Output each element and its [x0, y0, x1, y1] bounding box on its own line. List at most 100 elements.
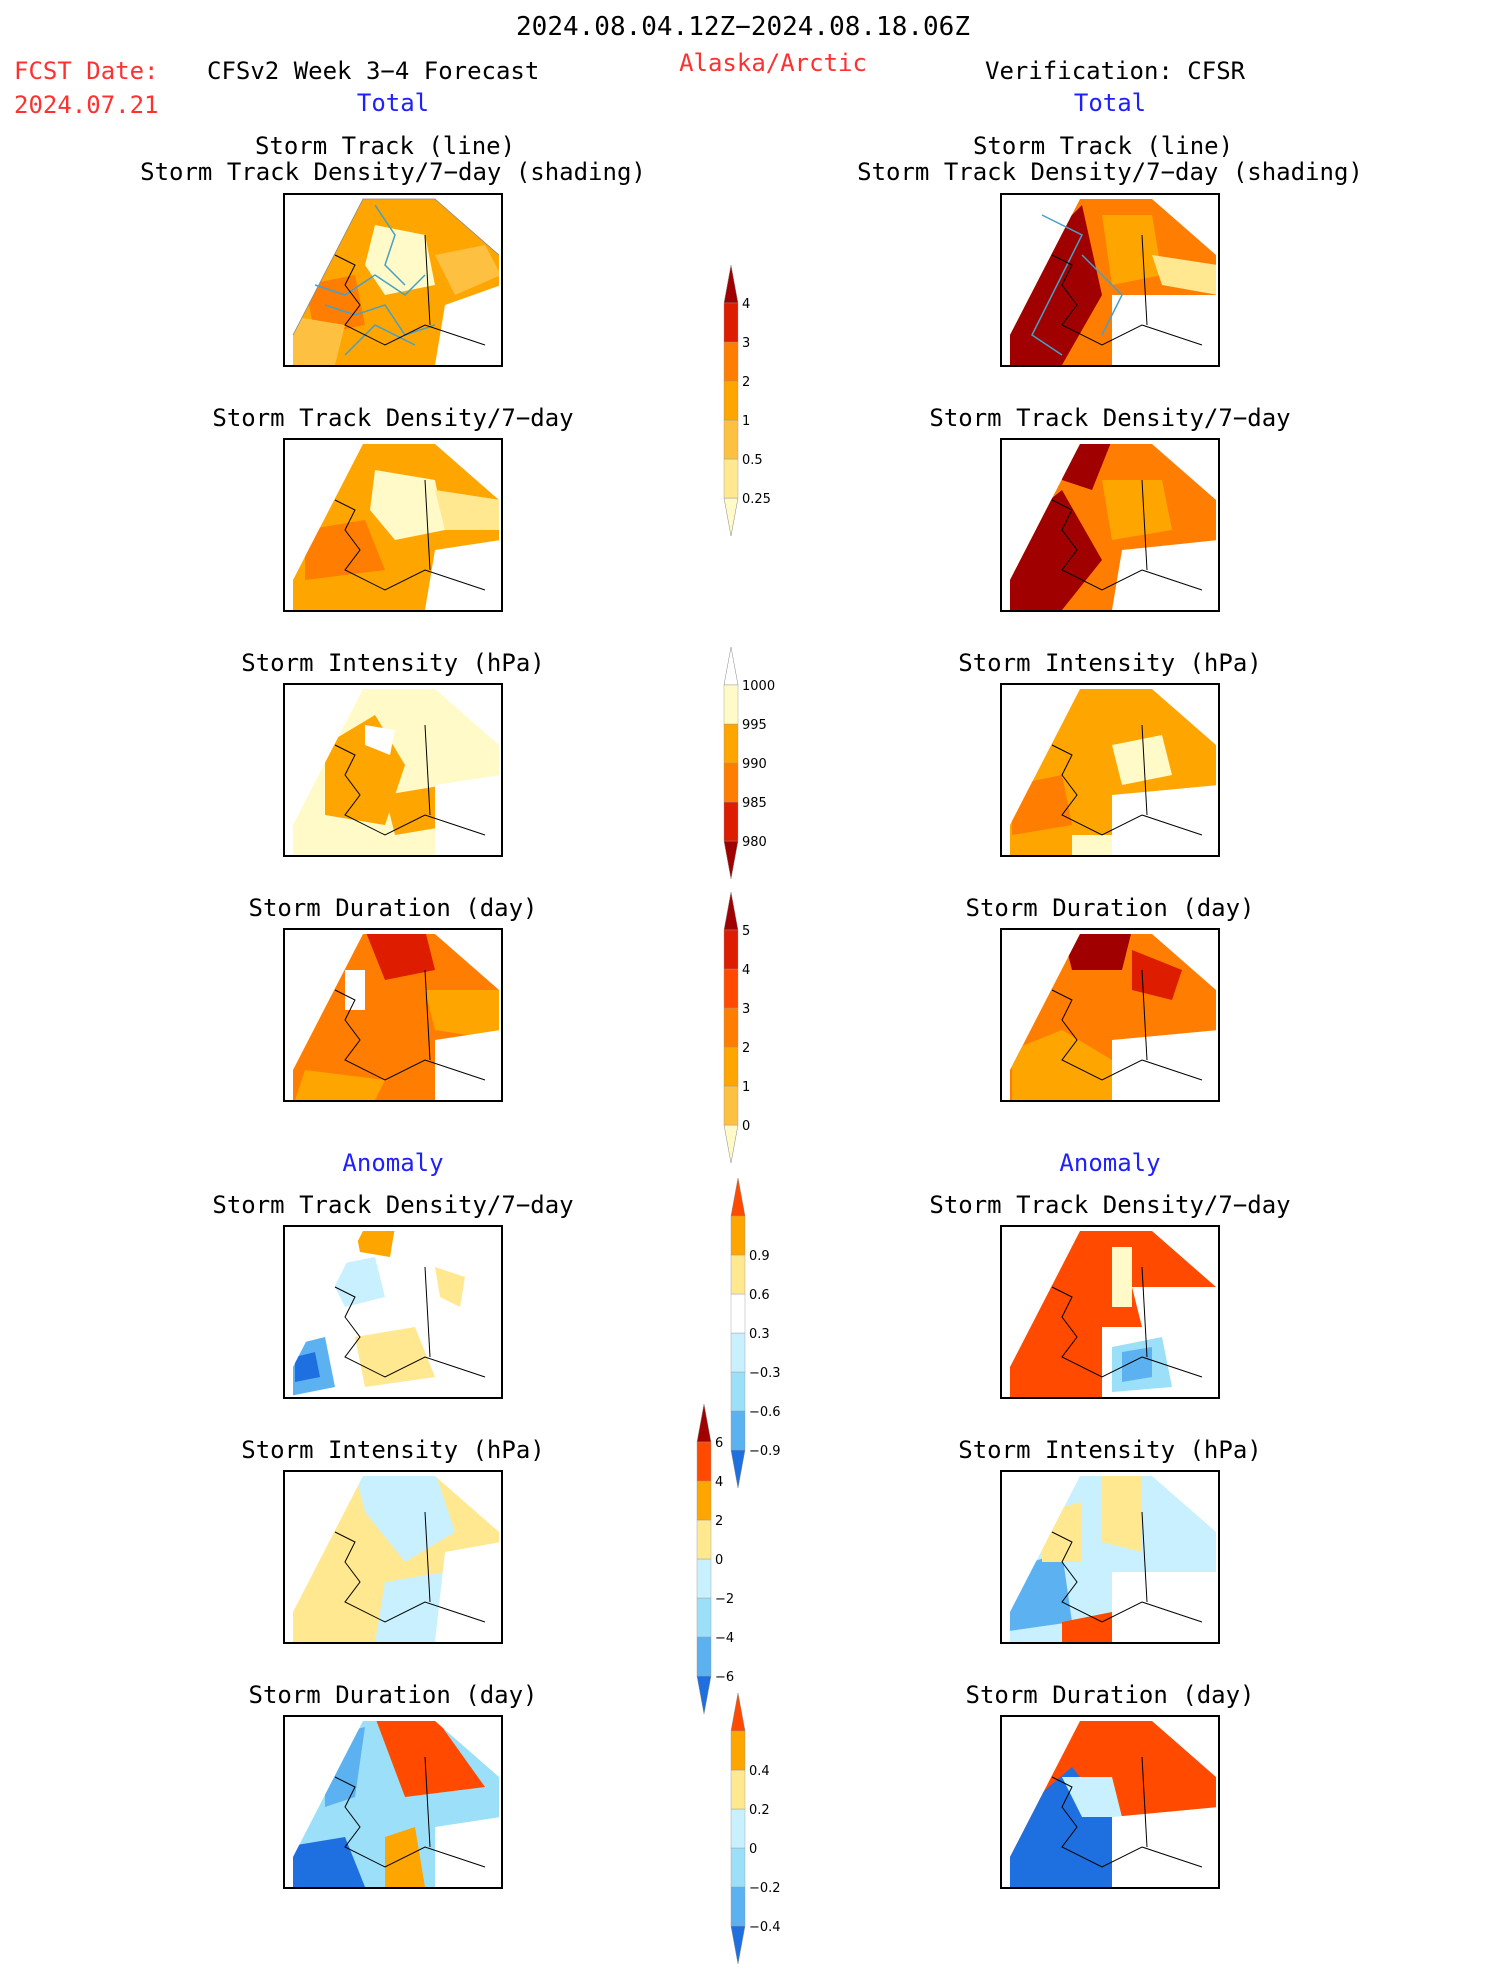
title-fcst-duration: Storm Duration (day)	[248, 894, 538, 922]
colorbar-segment	[723, 762, 739, 803]
colorbar-tick-label: 3	[742, 336, 750, 351]
colorbar-segment	[723, 1007, 739, 1048]
colorbar-segment	[696, 1441, 712, 1482]
colorbar-segment	[696, 1636, 712, 1677]
title-verif-density: Storm Track Density/7−day	[929, 404, 1291, 432]
title-fcst-anom-density: Storm Track Density/7−day	[212, 1191, 574, 1219]
colorbar-anomaly-duration: −0.4 −0.2 0 0.2 0.4	[730, 1692, 801, 1968]
map-fcst-anom-intensity	[283, 1470, 503, 1644]
colorbar-segment	[730, 1808, 746, 1849]
colorbar-svg: −6 −4 −2 0 2 4 6	[696, 1403, 734, 1715]
colorbar-segment	[723, 302, 739, 343]
anomaly-label-left: Anomaly	[342, 1149, 444, 1177]
colorbar-tick-label: 0.6	[749, 1288, 770, 1303]
colorbar-total-density: 0.25 0.5 1 2 3 4	[723, 264, 794, 540]
map-fcst-intensity	[283, 683, 503, 857]
colorbar-svg: 980 985 990 995 1000	[723, 646, 775, 880]
colorbar-total-duration: 0 1 2 3 4 5	[723, 891, 794, 1167]
colorbar-segment	[696, 1597, 712, 1638]
map-verif-anom-duration	[1000, 1715, 1220, 1889]
total-label-right: Total	[1073, 89, 1147, 117]
colorbar-svg: −0.9 −0.6 −0.3 0.3 0.6 0.9	[730, 1177, 781, 1489]
title-verif-duration: Storm Duration (day)	[965, 894, 1255, 922]
colorbar-segment	[730, 1254, 746, 1295]
fcst-date-value: 2024.07.21	[14, 91, 159, 119]
colorbar-end-low	[696, 1675, 712, 1715]
map-verif-track	[1000, 193, 1220, 367]
colorbar-segment	[730, 1332, 746, 1373]
colorbar-segment	[723, 1046, 739, 1087]
colorbar-tick-label: 0.2	[749, 1803, 770, 1818]
colorbar-segment	[723, 968, 739, 1009]
colorbar-tick-label: 1	[742, 1080, 750, 1095]
map-verif-anom-density	[1000, 1225, 1220, 1399]
colorbar-segment	[723, 723, 739, 764]
colorbar-tick-label: 5	[742, 924, 750, 939]
colorbar-segment	[696, 1558, 712, 1599]
colorbar-tick-label: 0	[742, 1119, 750, 1134]
colorbar-tick-label: 0	[715, 1553, 723, 1568]
colorbar-segment	[723, 929, 739, 970]
colorbar-segment	[723, 380, 739, 421]
colorbar-tick-label: −0.6	[749, 1405, 781, 1420]
colorbar-segment	[723, 341, 739, 382]
map-verif-anom-intensity	[1000, 1470, 1220, 1644]
colorbar-segment	[696, 1480, 712, 1521]
title-verif-intensity: Storm Intensity (hPa)	[958, 649, 1262, 677]
colorbar-segment	[723, 684, 739, 725]
colorbar-segment	[730, 1730, 746, 1771]
colorbar-segment	[730, 1215, 746, 1256]
colorbar-tick-label: −4	[715, 1631, 734, 1646]
colorbar-anomaly-intensity: −6 −4 −2 0 2 4 6	[696, 1403, 767, 1718]
colorbar-tick-label: −0.3	[749, 1366, 781, 1381]
colorbar-tick-label: 4	[742, 963, 750, 978]
colorbar-segment	[723, 1085, 739, 1126]
colorbar-segment	[730, 1769, 746, 1810]
colorbar-end-high	[723, 646, 739, 686]
colorbar-segment	[723, 458, 739, 499]
colorbar-tick-label: 0.9	[749, 1249, 770, 1264]
colorbar-end-low	[723, 1124, 739, 1164]
colorbar-tick-label: 2	[715, 1514, 723, 1529]
map-fcst-duration	[283, 928, 503, 1102]
colorbar-segment	[696, 1519, 712, 1560]
fcst-date-label: FCST Date:	[14, 57, 159, 85]
colorbar-end-high	[723, 264, 739, 304]
title-verif-anom-intensity: Storm Intensity (hPa)	[958, 1436, 1262, 1464]
colorbar-end-high	[730, 1692, 746, 1732]
colorbar-tick-label: −2	[715, 1592, 734, 1607]
title-fcst-density: Storm Track Density/7−day	[212, 404, 574, 432]
colorbar-tick-label: 980	[742, 835, 767, 850]
colorbar-svg: −0.4 −0.2 0 0.2 0.4	[730, 1692, 781, 1965]
colorbar-total-intensity: 980 985 990 995 1000	[723, 646, 794, 883]
title-fcst-anom-intensity: Storm Intensity (hPa)	[241, 1436, 545, 1464]
title-fcst-intensity: Storm Intensity (hPa)	[241, 649, 545, 677]
model-title: CFSv2 Week 3−4 Forecast	[207, 57, 540, 85]
verification-title: Verification: CFSR	[985, 57, 1246, 85]
colorbar-segment	[730, 1847, 746, 1888]
colorbar-tick-label: 985	[742, 796, 767, 811]
colorbar-tick-label: 4	[742, 297, 750, 312]
colorbar-svg: 0.25 0.5 1 2 3 4	[723, 264, 771, 537]
colorbar-end-low	[723, 497, 739, 537]
anomaly-label-right: Anomaly	[1059, 1149, 1161, 1177]
colorbar-end-low	[730, 1925, 746, 1965]
colorbar-end-low	[723, 840, 739, 880]
colorbar-tick-label: 0.4	[749, 1764, 770, 1779]
colorbar-anomaly-density: −0.9 −0.6 −0.3 0.3 0.6 0.9	[730, 1177, 801, 1492]
map-fcst-anom-density	[283, 1225, 503, 1399]
title-fcst-anom-duration: Storm Duration (day)	[248, 1681, 538, 1709]
forecast-period: 2024.08.04.12Z−2024.08.18.06Z	[516, 12, 970, 42]
title-verif-track-shading: Storm Track Density/7−day (shading)	[857, 158, 1363, 186]
colorbar-tick-label: 990	[742, 757, 767, 772]
colorbar-tick-label: −0.9	[749, 1444, 781, 1459]
map-verif-density	[1000, 438, 1220, 612]
title-fcst-track-shading: Storm Track Density/7−day (shading)	[140, 158, 646, 186]
colorbar-tick-label: 1000	[742, 679, 775, 694]
region-title: Alaska/Arctic	[679, 49, 867, 77]
colorbar-tick-label: 0.3	[749, 1327, 770, 1342]
colorbar-end-high	[730, 1177, 746, 1217]
colorbar-tick-label: 6	[715, 1436, 723, 1451]
title-verif-anom-density: Storm Track Density/7−day	[929, 1191, 1291, 1219]
map-verif-duration	[1000, 928, 1220, 1102]
